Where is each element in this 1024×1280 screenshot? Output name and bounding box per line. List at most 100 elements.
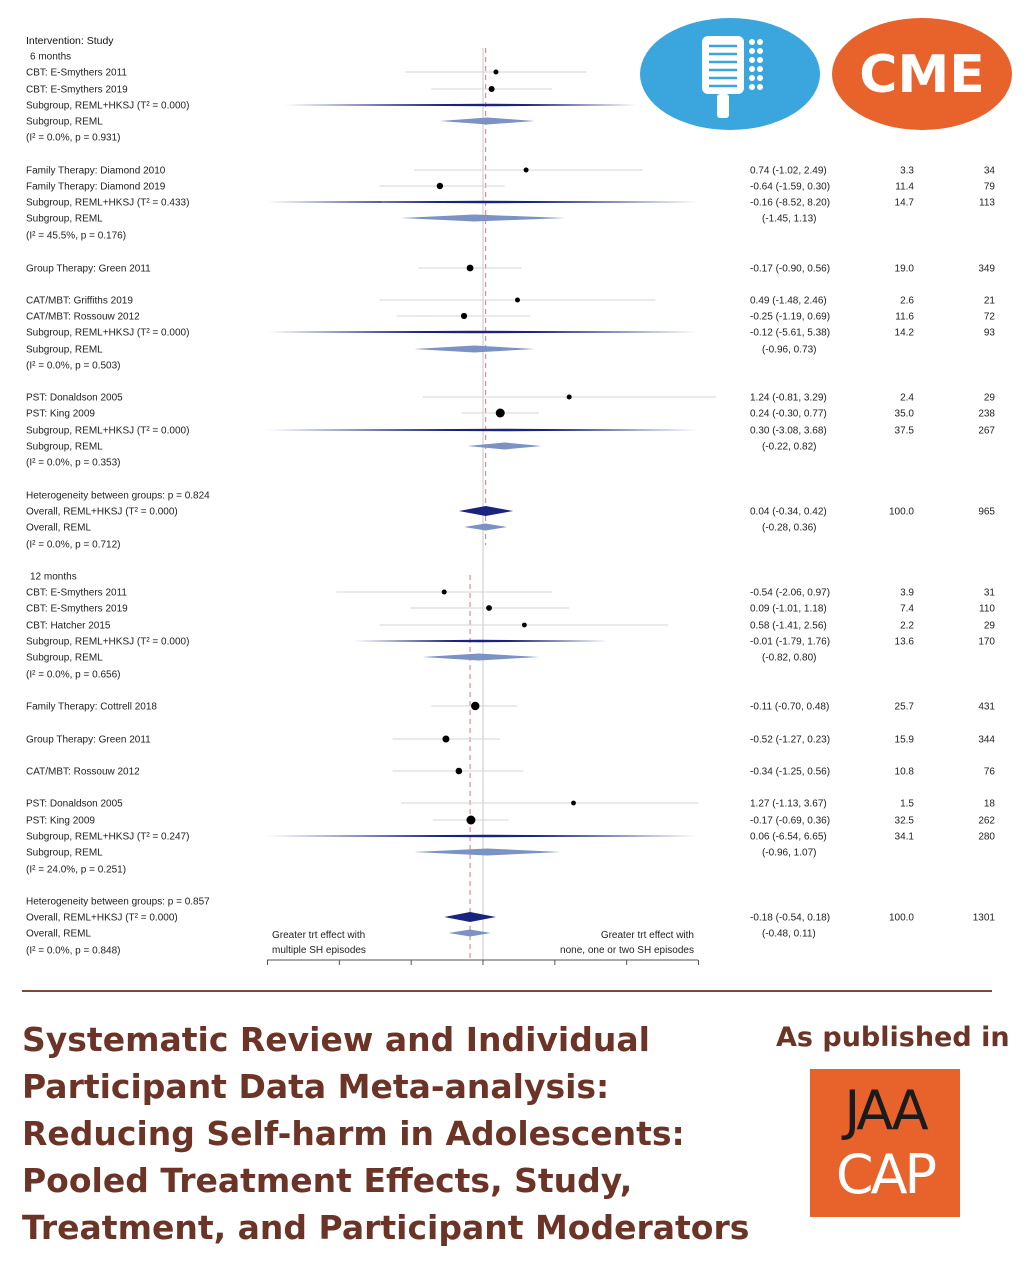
row-label: Overall, REML <box>26 929 91 940</box>
sample-size-value: 29 <box>984 393 996 404</box>
prediction-interval <box>284 103 639 107</box>
row-label: PST: Donaldson 2005 <box>26 393 123 404</box>
point-estimate <box>436 182 444 190</box>
point-estimate <box>441 589 447 595</box>
prediction-interval <box>267 428 699 432</box>
weight-value: 3.9 <box>900 588 914 599</box>
weight-value: 14.7 <box>895 198 915 209</box>
effect-ci-value: 0.30 (-3.08, 3.68) <box>750 426 827 437</box>
plot-row: Subgroup, REML (-1.45, 1.13) <box>26 214 816 225</box>
plot-row: Overall, REML+HKSJ (T² = 0.000) 0.04 (-0.… <box>26 506 995 518</box>
row-label: (I² = 0.0%, p = 0.503) <box>26 361 121 372</box>
point-estimate <box>495 408 505 418</box>
plot-row: Subgroup, REML+HKSJ (T² = 0.247) 0.06 (-6… <box>26 832 995 843</box>
plot-row: (I² = 24.0%, p = 0.251) <box>26 865 126 876</box>
section-divider <box>22 990 992 992</box>
sample-size-value: 21 <box>984 296 996 307</box>
point-estimate <box>523 167 529 173</box>
effect-ci-value: (-1.45, 1.13) <box>762 214 816 225</box>
effect-ci-value: -0.01 (-1.79, 1.76) <box>750 637 830 648</box>
row-label: Subgroup, REML+HKSJ (T² = 0.433) <box>26 198 189 209</box>
weight-value: 15.9 <box>895 735 915 746</box>
effect-ci-value: -0.25 (-1.19, 0.69) <box>750 312 830 323</box>
sample-size-value: 262 <box>978 816 995 827</box>
point-estimate <box>455 767 463 775</box>
row-label: CAT/MBT: Griffiths 2019 <box>26 296 133 307</box>
plot-row: CBT: E-Smythers 2011 -0.54 (-2.06, 0.97) 3… <box>26 588 995 599</box>
plot-row: (I² = 0.0%, p = 0.503) <box>26 361 121 372</box>
plot-row: Subgroup, REML (-0.82, 0.80) <box>26 653 816 664</box>
row-label: Subgroup, REML <box>26 442 103 453</box>
row-label: 12 months <box>30 572 77 583</box>
summary-diamond <box>422 653 540 661</box>
sample-size-value: 76 <box>984 767 996 778</box>
sample-size-value: 280 <box>978 832 995 843</box>
row-label: 6 months <box>30 52 71 63</box>
row-label: CBT: Hatcher 2015 <box>26 621 111 632</box>
effect-ci-value: 0.74 (-1.02, 2.49) <box>750 166 827 177</box>
plot-row: Subgroup, REML (-0.22, 0.82) <box>26 442 816 453</box>
point-estimate <box>486 605 492 611</box>
plot-row: Group Therapy: Green 2011 -0.52 (-1.27, 0… <box>26 735 995 746</box>
weight-value: 7.4 <box>900 604 914 615</box>
plot-guides <box>469 48 487 960</box>
plot-row: CBT: E-Smythers 2019 0.09 (-1.01, 1.18) 7.… <box>26 604 995 615</box>
summary-diamond <box>414 345 535 353</box>
plot-row: Overall, REML (-0.28, 0.36) <box>26 523 816 534</box>
row-label: PST: Donaldson 2005 <box>26 799 123 810</box>
point-estimate <box>471 701 480 711</box>
sample-size-value: 110 <box>979 604 995 615</box>
row-label: CBT: E-Smythers 2011 <box>26 68 127 79</box>
effect-ci-value: 0.06 (-6.54, 6.65) <box>750 832 827 843</box>
summary-diamond <box>401 214 565 222</box>
sample-size-value: 1301 <box>973 913 996 924</box>
weight-value: 10.8 <box>895 767 915 778</box>
plot-row: Subgroup, REML <box>26 117 535 128</box>
prediction-interval <box>267 834 699 838</box>
point-estimate <box>566 394 572 400</box>
weight-value: 14.2 <box>895 328 915 339</box>
effect-ci-value: -0.52 (-1.27, 0.23) <box>750 735 830 746</box>
plot-row: 6 months <box>30 52 71 63</box>
effect-ci-value: -0.34 (-1.25, 0.56) <box>750 767 830 778</box>
sample-size-value: 72 <box>984 312 996 323</box>
summary-diamond <box>467 442 542 450</box>
row-label: Family Therapy: Diamond 2010 <box>26 166 166 177</box>
plot-row: (I² = 0.0%, p = 0.353) <box>26 458 121 469</box>
row-label: Subgroup, REML+HKSJ (T² = 0.000) <box>26 426 189 437</box>
sample-size-value: 113 <box>979 198 995 209</box>
jaacap-logo-line2: CAP <box>835 1143 937 1206</box>
sample-size-value: 431 <box>978 702 995 713</box>
sample-size-value: 34 <box>984 166 996 177</box>
plot-row: Family Therapy: Diamond 2010 0.74 (-1.02,… <box>26 166 995 177</box>
row-label: Group Therapy: Green 2011 <box>26 735 151 746</box>
plot-row: CBT: Hatcher 2015 0.58 (-1.41, 2.56) 2.2 29 <box>26 621 995 632</box>
point-estimate <box>488 86 495 92</box>
sample-size-value: 18 <box>984 799 996 810</box>
row-label: PST: King 2009 <box>26 816 95 827</box>
effect-ci-value: (-0.22, 0.82) <box>762 442 816 453</box>
effect-ci-value: 0.49 (-1.48, 2.46) <box>750 296 827 307</box>
overall-diamond <box>458 506 514 516</box>
plot-row: CAT/MBT: Griffiths 2019 0.49 (-1.48, 2.46… <box>26 296 995 307</box>
effect-ci-value: -0.17 (-0.90, 0.56) <box>750 264 830 275</box>
row-label: (I² = 0.0%, p = 0.931) <box>26 133 121 144</box>
effect-ci-value: (-0.96, 1.07) <box>762 848 816 859</box>
prediction-interval <box>353 639 608 643</box>
effect-ci-value: -0.64 (-1.59, 0.30) <box>750 182 830 193</box>
jaacap-logo: JAA CAP <box>810 1069 960 1217</box>
plot-row: Heterogeneity between groups: p = 0.857 <box>26 897 210 908</box>
sample-size-value: 29 <box>984 621 996 632</box>
row-label: Group Therapy: Green 2011 <box>26 264 151 275</box>
plot-row: Subgroup, REML+HKSJ (T² = 0.000) -0.12 (-… <box>26 328 995 339</box>
effect-ci-value: 0.58 (-1.41, 2.56) <box>750 621 827 632</box>
effect-ci-value: -0.11 (-0.70, 0.48) <box>750 702 829 713</box>
overall-diamond <box>444 912 496 922</box>
weight-value: 25.7 <box>895 702 915 713</box>
forest-plot: Intervention: Study 6 months CBT: E-Smyth… <box>26 35 996 965</box>
sample-size-value: 238 <box>978 409 995 420</box>
point-estimate <box>466 815 476 825</box>
sample-size-value: 93 <box>984 328 996 339</box>
plot-row: CBT: E-Smythers 2019 <box>26 85 552 96</box>
row-label: Subgroup, REML+HKSJ (T² = 0.000) <box>26 101 189 112</box>
